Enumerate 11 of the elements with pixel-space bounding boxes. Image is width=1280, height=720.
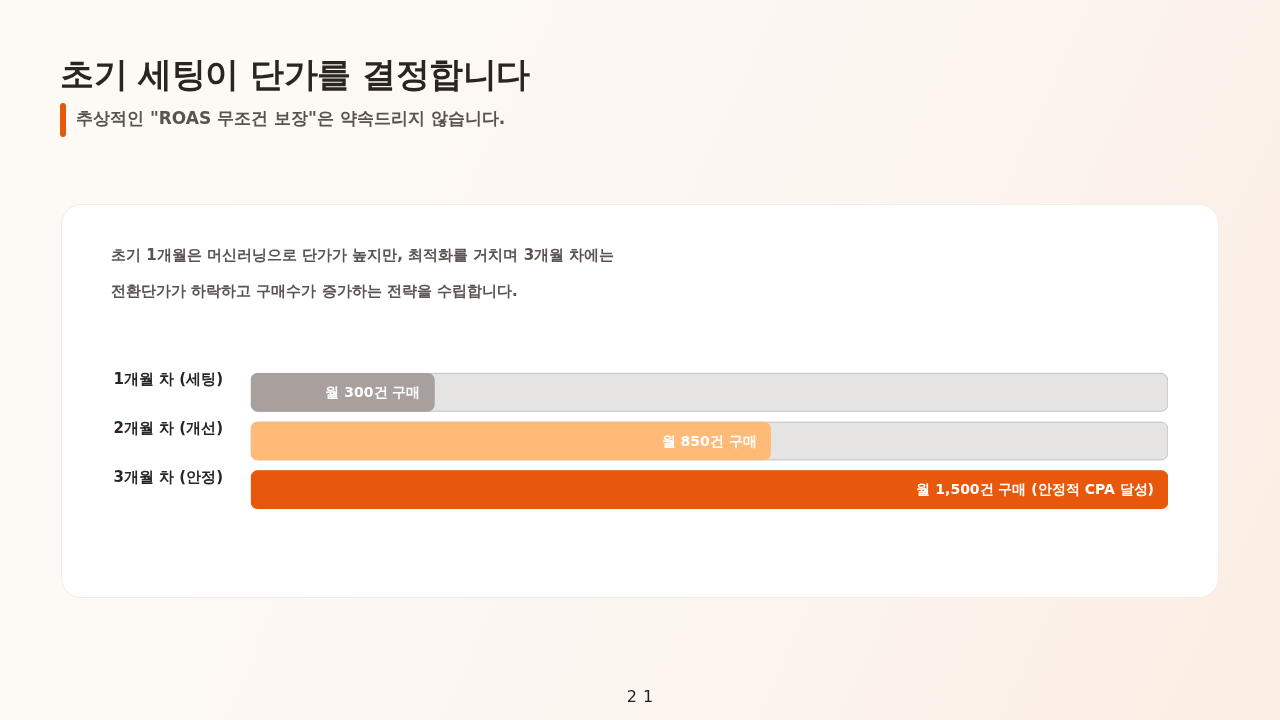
y-tick-label: 3개월 차 (안정) [113, 467, 223, 486]
text: 초기 1개월은 머신러닝으로 단가가 높지만, 최적화를 거치며 3개월 차에는 [111, 246, 615, 265]
text: 전환단가가 하락하고 구매수가 증가하는 전략을 수립합니다. [111, 282, 518, 301]
data-label: 월 850건 구매 [661, 432, 757, 449]
chart-subtitle: 추상적인 "ROAS 무조건 보장"은 약속드리지 않습니다. [76, 107, 506, 130]
chart-title: 초기 세팅이 단가를 결정합니다 [60, 53, 530, 96]
data-label: 월 1,500건 구매 (안정적 CPA 달성) [916, 481, 1154, 498]
y-tick-label: 2개월 차 (개선) [113, 418, 223, 437]
y-tick-label: 1개월 차 (세팅) [113, 370, 223, 389]
text: 21 [625, 687, 661, 706]
data-label: 월 300건 구매 [325, 383, 421, 400]
